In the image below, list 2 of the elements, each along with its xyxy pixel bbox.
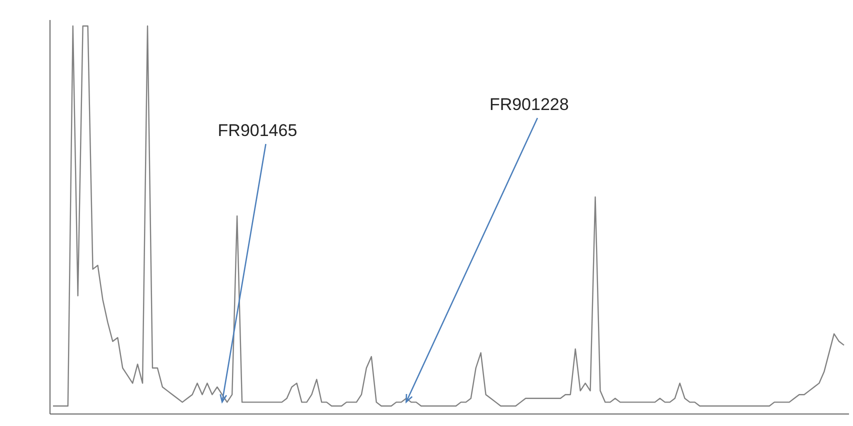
- annotation: FR901228: [489, 95, 569, 114]
- annotation: FR901465: [218, 121, 298, 140]
